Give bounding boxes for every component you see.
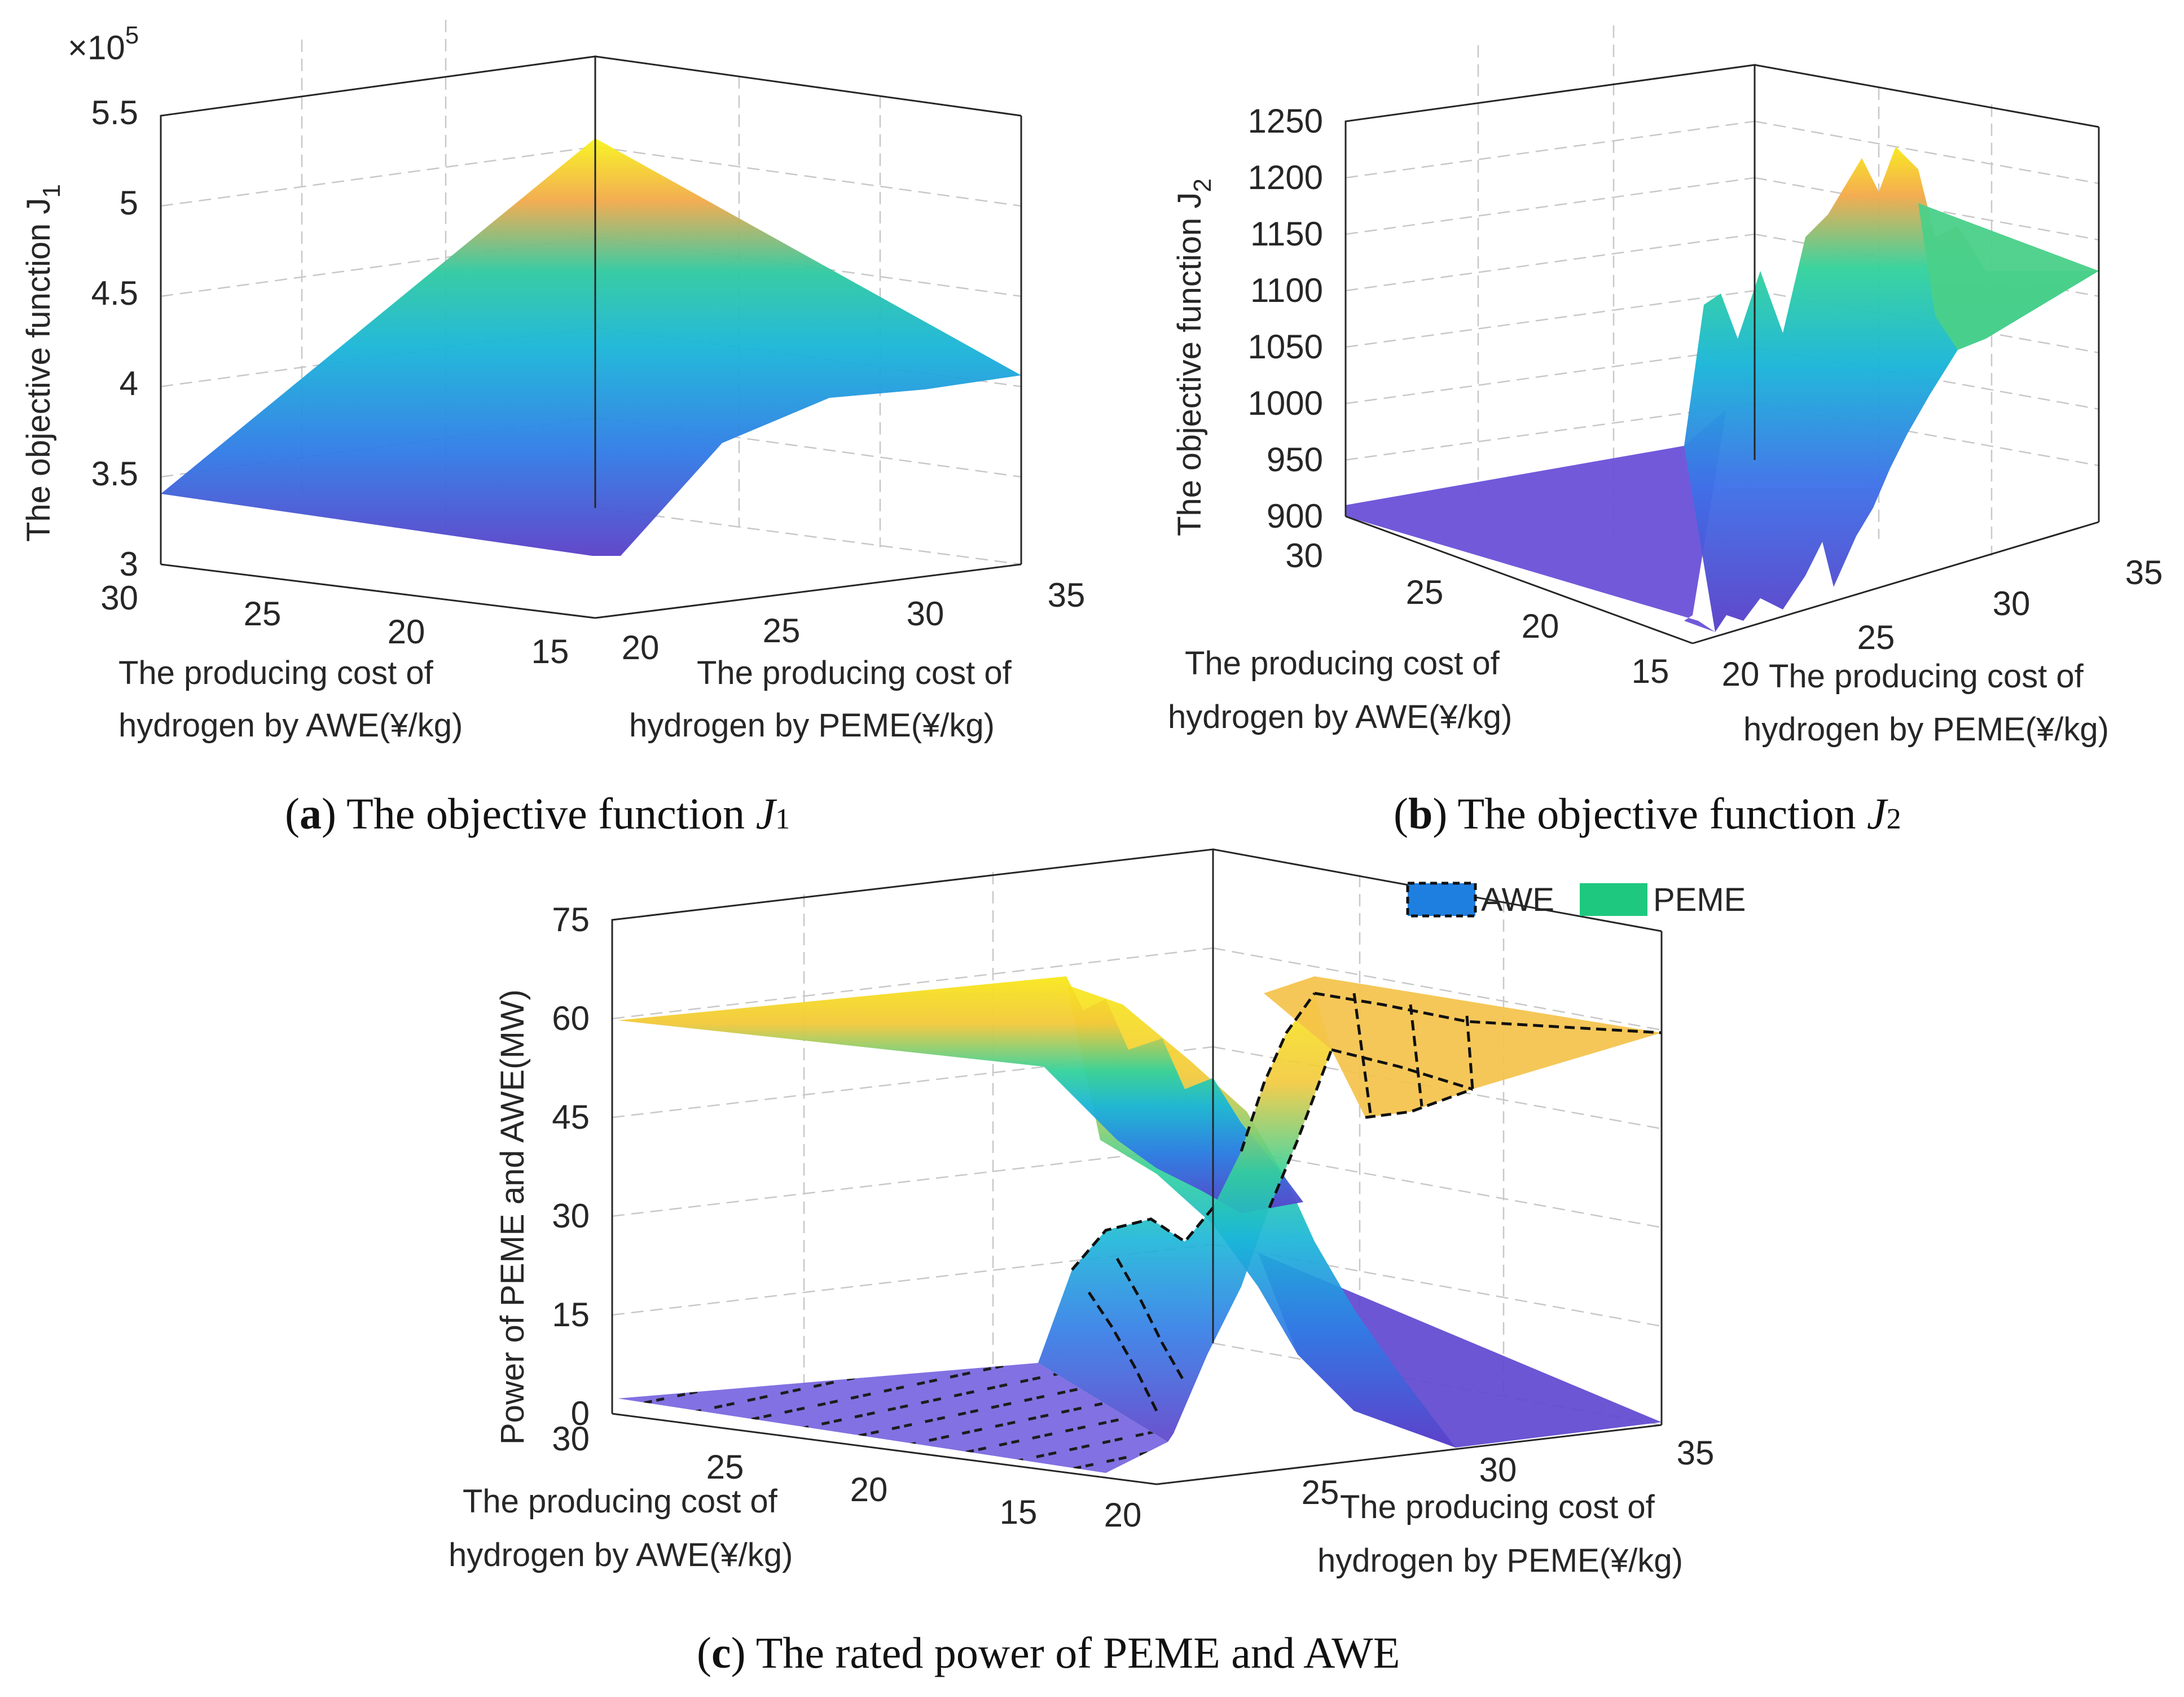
panel-b-z-tick: 900 bbox=[1267, 497, 1323, 535]
panel-a-peme-label-line1: The producing cost of bbox=[697, 655, 1012, 691]
panel-b-awe-tick: 25 bbox=[1406, 573, 1444, 611]
panel-a-peme-tick: 35 bbox=[1048, 576, 1086, 614]
panel-a-awe-tick: 25 bbox=[244, 595, 282, 633]
panel-c-z-tick: 75 bbox=[552, 901, 590, 939]
panel-c-z-tick: 15 bbox=[552, 1296, 590, 1334]
panel-a-z-tick: 3 bbox=[120, 545, 138, 583]
panel-b-awe-ticks: 30 25 20 15 bbox=[1285, 537, 1669, 690]
panel-a-awe-label-line2: hydrogen by AWE(¥/kg) bbox=[118, 707, 463, 744]
panel-b-z-tick: 1100 bbox=[1250, 271, 1323, 309]
panel-a-awe-tick: 20 bbox=[388, 613, 425, 651]
panel-c-awe-plateau bbox=[1264, 976, 1662, 1117]
panel-b-peme-label-line2: hydrogen by PEME(¥/kg) bbox=[1743, 711, 2109, 748]
panel-b-z-tick: 1200 bbox=[1248, 159, 1323, 196]
panel-b-surface-plateau bbox=[1918, 203, 2099, 350]
panel-a-z-tick: 3.5 bbox=[91, 455, 138, 493]
panel-b-caption: (b) The objective function J2 bbox=[1394, 789, 1901, 838]
panel-b-peme-tick: 20 bbox=[1722, 655, 1760, 693]
panel-b-axes-box bbox=[1344, 64, 2100, 644]
panel-c-awe-mesh bbox=[1071, 992, 1662, 1412]
panel-b-surface-floor bbox=[1346, 409, 1726, 632]
panel-c-peme-tick: 30 bbox=[1479, 1451, 1517, 1489]
panel-a-awe-tick: 15 bbox=[531, 633, 569, 670]
panel-c-peme-tick: 25 bbox=[1302, 1474, 1339, 1511]
panel-b-awe-tick: 15 bbox=[1632, 652, 1669, 690]
panel-a-caption: (a) The objective function J1 bbox=[285, 789, 790, 838]
panel-a-z-tick: 4 bbox=[120, 365, 138, 402]
panel-c: AWE PEME 0 15 30 45 60 75 30 25 20 15 20… bbox=[449, 848, 1746, 1677]
panel-c-awe-slope bbox=[1038, 993, 1332, 1442]
panel-b-peme-tick: 30 bbox=[1993, 585, 2031, 622]
panel-c-z-ticks: 0 15 30 45 60 75 bbox=[552, 901, 590, 1432]
panel-c-z-tick: 30 bbox=[552, 1197, 590, 1235]
panel-c-peme-ticks: 20 25 30 35 bbox=[1104, 1434, 1715, 1534]
panel-c-z-label: Power of PEME and AWE(MW) bbox=[494, 989, 531, 1445]
panel-c-awe-label-line1: The producing cost of bbox=[463, 1483, 778, 1520]
legend-awe-swatch bbox=[1406, 882, 1477, 918]
panel-b: 900 950 1000 1050 1100 1150 1200 1250 30… bbox=[1168, 25, 2163, 838]
panel-c-z-tick: 60 bbox=[552, 999, 590, 1037]
panel-c-awe-tick: 15 bbox=[1000, 1493, 1038, 1531]
legend-peme-label: PEME bbox=[1653, 882, 1746, 918]
panel-b-peme-tick: 25 bbox=[1857, 619, 1895, 656]
panel-a-awe-tick: 30 bbox=[100, 579, 138, 617]
panel-b-peme-label-line1: The producing cost of bbox=[1769, 658, 2084, 695]
panel-a-exponent: ×105 bbox=[68, 21, 139, 67]
panel-b-z-tick: 950 bbox=[1267, 441, 1323, 479]
panel-a-peme-tick: 25 bbox=[763, 612, 801, 650]
panel-c-peme-tick: 35 bbox=[1677, 1434, 1715, 1472]
legend-peme-swatch bbox=[1580, 883, 1647, 916]
panel-c-peme-label-line1: The producing cost of bbox=[1340, 1489, 1655, 1525]
panel-c-peme-tick: 20 bbox=[1104, 1496, 1142, 1534]
panel-c-awe-tick: 25 bbox=[706, 1448, 744, 1486]
panel-b-z-tick: 1000 bbox=[1248, 384, 1323, 422]
panel-b-awe-label-line1: The producing cost of bbox=[1185, 645, 1500, 682]
panel-b-surface-peaks bbox=[1684, 147, 2099, 632]
panel-a-z-tick: 4.5 bbox=[91, 274, 138, 312]
panel-b-peme-tick: 35 bbox=[2125, 554, 2163, 591]
panel-a-axes-box bbox=[160, 55, 1022, 619]
panel-c-awe-ticks: 30 25 20 15 bbox=[552, 1420, 1037, 1531]
panel-b-z-label: The objective function J2 bbox=[1171, 178, 1216, 536]
panel-a-awe-ticks: 30 25 20 15 bbox=[100, 579, 569, 670]
panel-c-peme-label-line2: hydrogen by PEME(¥/kg) bbox=[1317, 1542, 1683, 1579]
panel-a-peme-label-line2: hydrogen by PEME(¥/kg) bbox=[629, 707, 995, 744]
panel-b-z-tick: 1250 bbox=[1248, 102, 1323, 140]
panel-c-caption: (c) The rated power of PEME and AWE bbox=[697, 1628, 1400, 1677]
panel-a-z-tick: 5.5 bbox=[91, 94, 138, 131]
panel-a-surface bbox=[161, 138, 1021, 556]
panel-b-peme-ticks: 20 25 30 35 bbox=[1722, 554, 2163, 693]
panel-b-z-ticks: 900 950 1000 1050 1100 1150 1200 1250 bbox=[1248, 102, 1323, 535]
panel-c-z-tick: 0 bbox=[571, 1395, 590, 1432]
panel-a-peme-tick: 20 bbox=[622, 629, 660, 666]
panel-b-awe-tick: 30 bbox=[1285, 537, 1323, 575]
panel-a-z-tick: 5 bbox=[120, 184, 138, 222]
panel-c-awe-label-line2: hydrogen by AWE(¥/kg) bbox=[449, 1537, 793, 1573]
panel-b-z-tick: 1050 bbox=[1248, 328, 1323, 366]
panel-c-awe-floor bbox=[618, 1363, 1168, 1473]
panel-c-awe-tick: 30 bbox=[552, 1420, 590, 1458]
panel-a-z-label: The objective function J1 bbox=[20, 184, 65, 542]
panel-b-awe-tick: 20 bbox=[1522, 607, 1559, 645]
panel-a-awe-label-line1: The producing cost of bbox=[118, 655, 434, 691]
panel-a-peme-ticks: 20 25 30 35 bbox=[622, 576, 1086, 666]
panel-c-legend: AWE PEME bbox=[1406, 882, 1746, 918]
panel-b-z-tick: 1150 bbox=[1250, 215, 1323, 253]
panel-a-z-ticks: 3 3.5 4 4.5 5 5.5 bbox=[91, 94, 138, 583]
panel-c-z-tick: 45 bbox=[552, 1098, 590, 1136]
panel-b-awe-label-line2: hydrogen by AWE(¥/kg) bbox=[1168, 699, 1512, 735]
panel-a: 3 3.5 4 4.5 5 5.5 ×105 30 25 20 15 20 25… bbox=[20, 20, 1085, 838]
panel-a-peme-tick: 30 bbox=[907, 595, 944, 633]
panel-c-peme-plateau bbox=[618, 976, 1303, 1213]
legend-awe-label: AWE bbox=[1481, 882, 1554, 918]
panel-c-awe-tick: 20 bbox=[850, 1471, 888, 1509]
